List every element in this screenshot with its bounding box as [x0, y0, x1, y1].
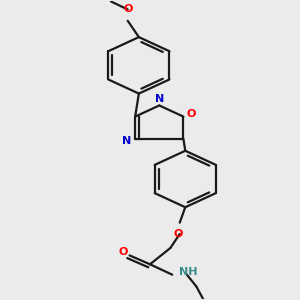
Text: NH: NH — [179, 267, 197, 277]
Text: O: O — [119, 248, 128, 257]
Text: N: N — [122, 136, 132, 146]
Text: O: O — [173, 229, 182, 239]
Text: O: O — [187, 109, 196, 119]
Text: O: O — [123, 4, 132, 14]
Text: N: N — [155, 94, 164, 104]
